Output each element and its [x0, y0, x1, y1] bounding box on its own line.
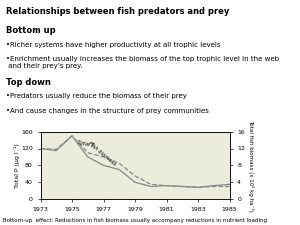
Y-axis label: Total fish biomass (x 10² kg ha⁻¹): Total fish biomass (x 10² kg ha⁻¹)	[248, 119, 254, 211]
Text: •And cause changes in the structure of prey communities: •And cause changes in the structure of p…	[6, 108, 209, 114]
Text: Bottom-up  effect: Reductions in fish biomass usually accompany reductions in nu: Bottom-up effect: Reductions in fish bio…	[3, 218, 267, 223]
Text: Fish biomass: Fish biomass	[88, 141, 117, 166]
Text: Bottom up: Bottom up	[6, 26, 56, 35]
Y-axis label: Total P (µg l⁻¹): Total P (µg l⁻¹)	[14, 143, 20, 188]
Text: •Richer systems have higher productivity at all trophic levels: •Richer systems have higher productivity…	[6, 42, 220, 48]
Text: •Predators usually reduce the biomass of their prey: •Predators usually reduce the biomass of…	[6, 93, 187, 99]
Text: Relationships between fish predators and prey: Relationships between fish predators and…	[6, 7, 230, 16]
Text: Total P: Total P	[77, 140, 95, 148]
Text: •Enrichment usually increases the biomass of the top trophic level in the web
 a: •Enrichment usually increases the biomas…	[6, 56, 279, 69]
Text: Top down: Top down	[6, 78, 51, 87]
